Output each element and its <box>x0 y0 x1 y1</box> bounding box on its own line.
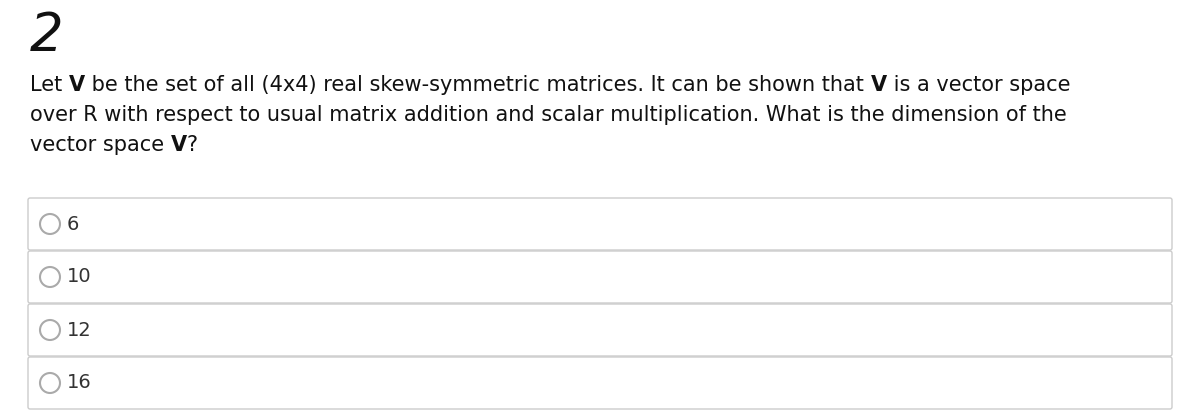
Circle shape <box>40 214 60 234</box>
Text: 12: 12 <box>67 321 91 339</box>
FancyBboxPatch shape <box>28 357 1172 409</box>
Text: Let: Let <box>30 75 68 95</box>
Text: V: V <box>170 135 187 155</box>
Text: vector space: vector space <box>30 135 170 155</box>
Text: 2: 2 <box>30 10 64 62</box>
Text: 10: 10 <box>67 267 91 287</box>
Circle shape <box>40 373 60 393</box>
Circle shape <box>40 320 60 340</box>
FancyBboxPatch shape <box>28 251 1172 303</box>
Text: is a vector space: is a vector space <box>887 75 1070 95</box>
FancyBboxPatch shape <box>28 198 1172 250</box>
Text: 6: 6 <box>67 215 79 233</box>
Circle shape <box>40 267 60 287</box>
Text: 16: 16 <box>67 373 91 393</box>
Text: V: V <box>68 75 85 95</box>
Text: be the set of all (4x4) real skew-symmetric matrices. It can be shown that: be the set of all (4x4) real skew-symmet… <box>85 75 870 95</box>
Text: V: V <box>870 75 887 95</box>
Text: ?: ? <box>187 135 198 155</box>
FancyBboxPatch shape <box>28 304 1172 356</box>
Text: over R with respect to usual matrix addition and scalar multiplication. What is : over R with respect to usual matrix addi… <box>30 105 1067 125</box>
